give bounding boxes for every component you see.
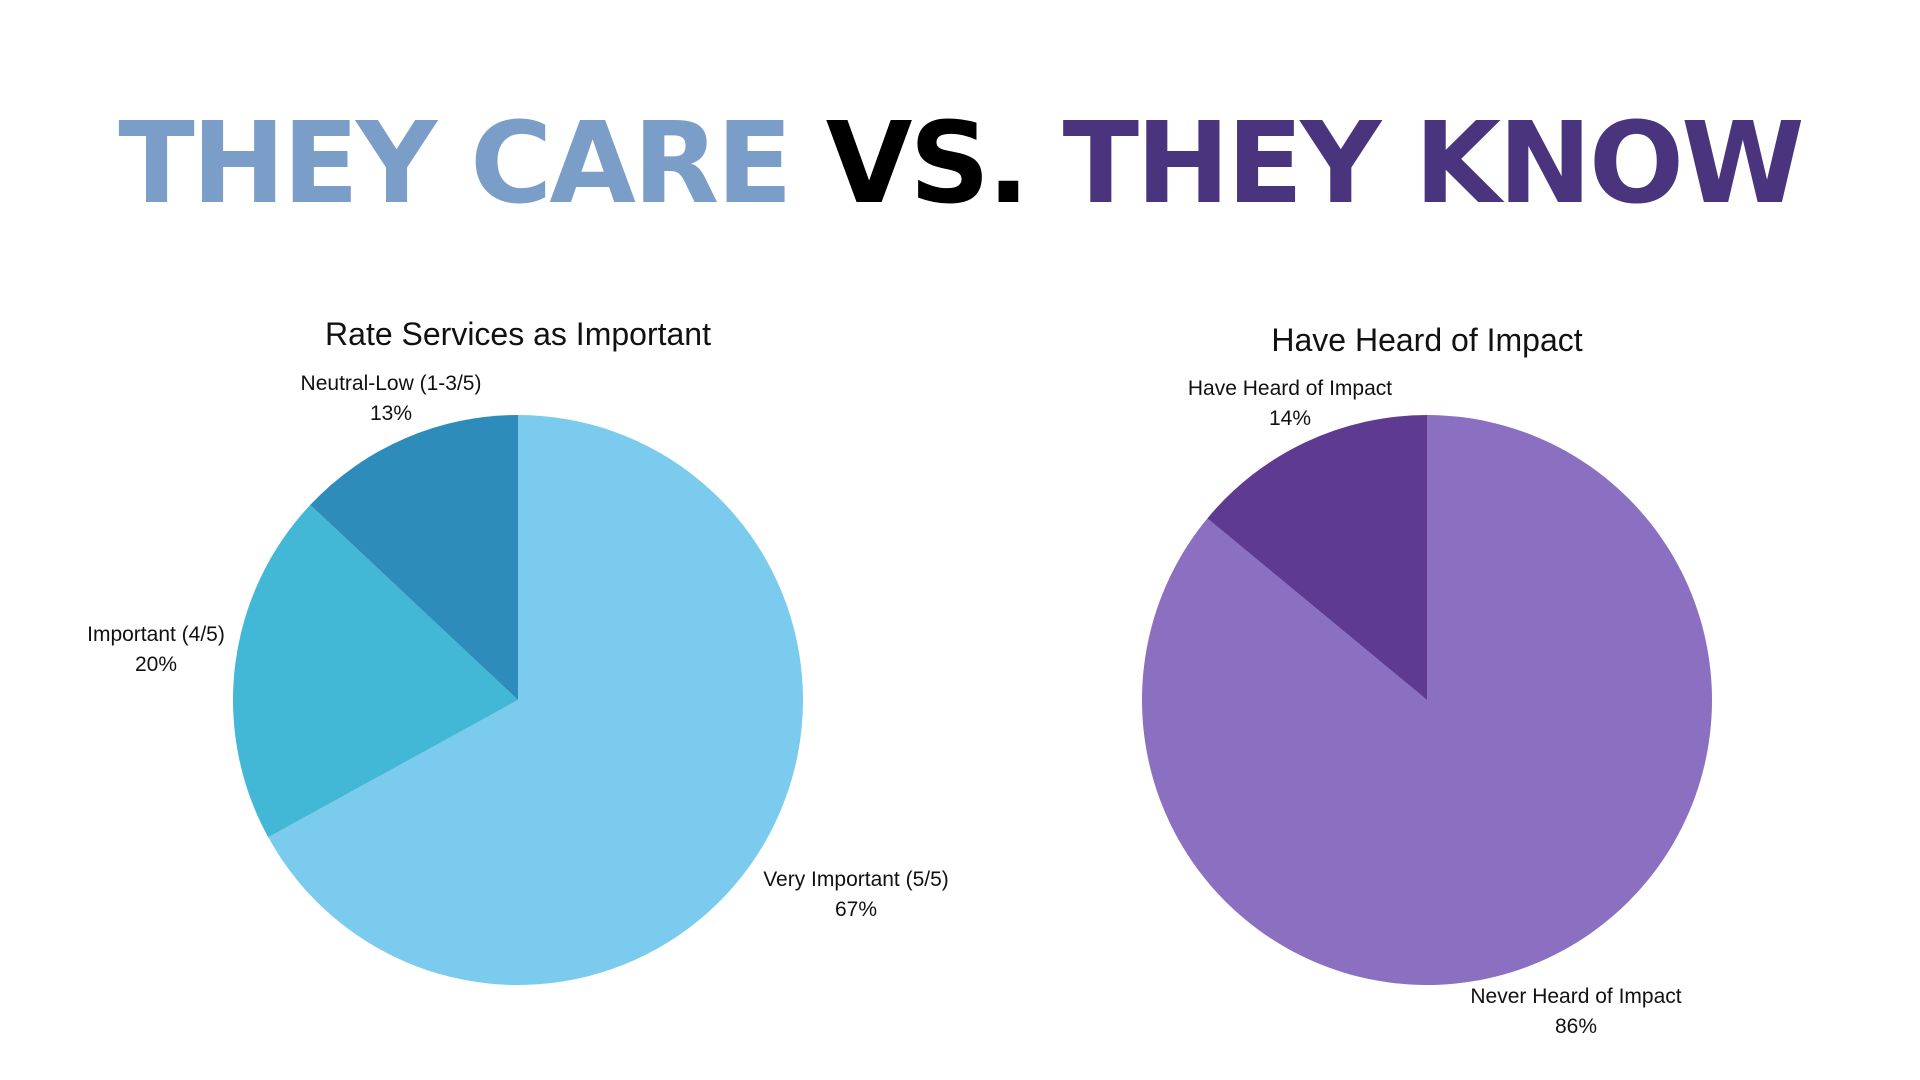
pie-slice-0-2 [310, 415, 518, 700]
slice-label-0-1: Important (4/5) [87, 623, 225, 646]
pie-slice-0-0 [268, 415, 804, 985]
pie-slice-1-0 [1141, 415, 1712, 986]
chart-title-services: Rate Services as Important [325, 316, 711, 352]
slice-value-0-2: 13% [370, 402, 412, 425]
title-part-vs: VS. [825, 99, 1030, 229]
slice-label-0-0: Very Important (5/5) [763, 868, 949, 891]
slice-label-1-0: Never Heard of Impact [1470, 985, 1681, 1008]
slice-value-0-0: 67% [835, 898, 877, 921]
pie-slice-0-1 [233, 504, 518, 838]
slice-value-0-1: 20% [135, 653, 177, 676]
title-part-know: THEY KNOW [1062, 99, 1805, 229]
chart-title-impact: Have Heard of Impact [1271, 322, 1583, 358]
pie-slice-1-1 [1207, 415, 1427, 700]
slice-label-0-2: Neutral-Low (1-3/5) [301, 372, 482, 395]
page-title: THEY CARE VS. THEY KNOW [0, 108, 1920, 220]
slice-value-1-0: 86% [1555, 1015, 1597, 1038]
title-part-care: THEY CARE [118, 99, 792, 229]
slice-value-1-1: 14% [1269, 407, 1311, 430]
slice-label-1-1: Have Heard of Impact [1188, 377, 1392, 400]
